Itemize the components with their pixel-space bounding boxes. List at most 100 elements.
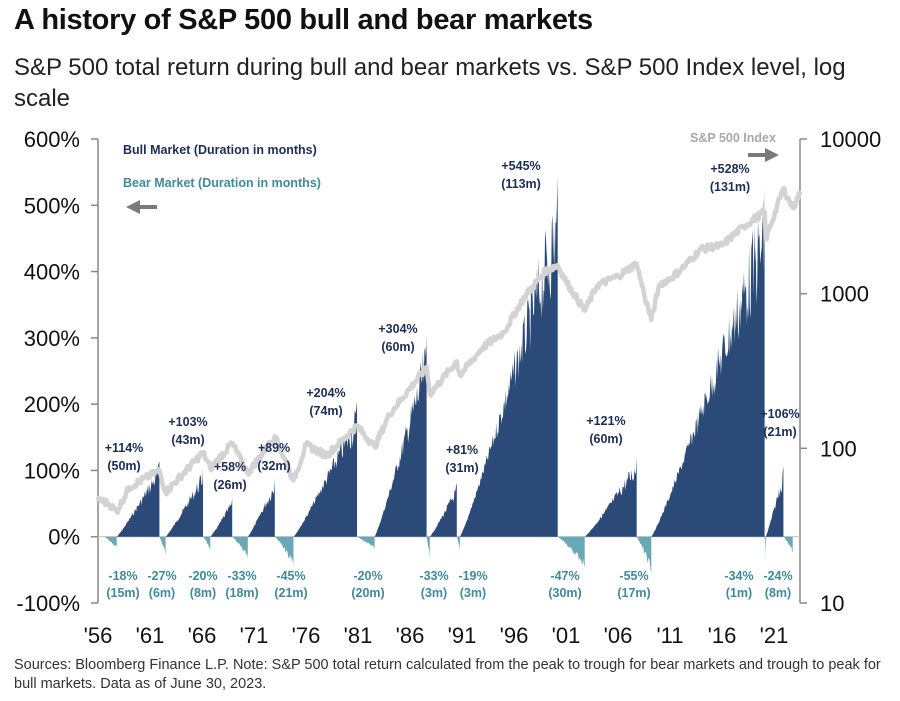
- bull-market-duration-label: (32m): [257, 459, 290, 473]
- right-y-tick-label: 1000: [820, 282, 869, 307]
- sp500-index-line: [95, 186, 803, 515]
- bull-market-return-label: +58%: [214, 460, 246, 474]
- left-y-tick-label: 400%: [24, 260, 80, 285]
- left-y-tick-label: 300%: [24, 326, 80, 351]
- bull-market-return-label: +545%: [501, 159, 540, 173]
- bear-market-return-label: -20%: [188, 569, 217, 583]
- bull-market-area: [765, 466, 784, 537]
- bull-market-return-label: +121%: [586, 414, 625, 428]
- bear-market-return-label: -33%: [227, 569, 256, 583]
- x-tick-label: '06: [604, 623, 633, 648]
- bear-market-duration-label: (15m): [106, 586, 139, 600]
- left-y-tick-label: 100%: [24, 458, 80, 483]
- bear-market-duration-label: (1m): [726, 586, 752, 600]
- bear-market-return-label: -19%: [458, 569, 487, 583]
- bear-market-duration-label: (3m): [421, 586, 447, 600]
- bear-market-duration-label: (8m): [765, 586, 791, 600]
- bull-market-area: [293, 401, 357, 537]
- bull-market-duration-label: (50m): [107, 459, 140, 473]
- bear-market-duration-label: (30m): [548, 586, 581, 600]
- source-note: Sources: Bloomberg Finance L.P. Note: S&…: [14, 657, 881, 692]
- x-tick-label: '71: [240, 623, 269, 648]
- x-tick-label: '01: [552, 623, 581, 648]
- left-axis-arrow-icon: [126, 200, 157, 214]
- left-y-tick-label: 200%: [24, 392, 80, 417]
- bull-market-duration-label: (43m): [171, 433, 204, 447]
- left-y-tick-label: 0%: [48, 525, 80, 550]
- bull-market-return-label: +528%: [710, 162, 749, 176]
- bull-market-area: [247, 477, 275, 537]
- bull-market-return-label: +106%: [760, 407, 799, 421]
- bear-market-return-label: -34%: [724, 569, 753, 583]
- legend-index-label: S&P 500 Index: [690, 131, 776, 145]
- bull-market-duration-label: (31m): [445, 461, 478, 475]
- bear-market-area: [232, 536, 248, 559]
- bear-market-return-label: -24%: [763, 569, 792, 583]
- x-tick-label: '11: [656, 623, 683, 648]
- x-tick-label: '61: [136, 623, 165, 648]
- chart-subtitle: S&P 500 total return during bull and bea…: [14, 54, 846, 112]
- bull-market-return-label: +304%: [378, 322, 417, 336]
- left-y-tick-label: -100%: [16, 591, 80, 616]
- bear-market-return-label: -55%: [619, 569, 648, 583]
- bull-market-return-label: +114%: [105, 441, 144, 455]
- bear-market-area: [456, 536, 460, 550]
- bear-market-area: [357, 536, 375, 550]
- x-tick-label: '56: [84, 623, 113, 648]
- legend-bear-label: Bear Market (Duration in months): [123, 176, 321, 190]
- x-tick-label: '81: [344, 623, 373, 648]
- bull-market-duration-label: (26m): [213, 478, 246, 492]
- bear-market-duration-label: (8m): [190, 586, 216, 600]
- bull-market-return-label: +81%: [446, 443, 478, 457]
- x-tick-label: '21: [760, 623, 789, 648]
- bull-market-duration-label: (113m): [501, 177, 541, 191]
- bear-market-return-label: -27%: [147, 569, 176, 583]
- bull-market-duration-label: (74m): [309, 404, 342, 418]
- x-tick-label: '16: [708, 623, 737, 648]
- bull-market-area: [165, 468, 203, 537]
- bear-market-return-label: -45%: [276, 569, 305, 583]
- bear-market-area: [764, 536, 766, 560]
- left-y-tick-label: 500%: [24, 193, 80, 218]
- x-tick-label: '66: [188, 623, 217, 648]
- left-y-tick-label: 600%: [24, 127, 80, 152]
- bear-market-area: [274, 536, 294, 567]
- bull-market-duration-label: (60m): [381, 340, 414, 354]
- bull-market-duration-label: (21m): [763, 425, 796, 439]
- bear-market-area: [636, 536, 652, 574]
- bull-market-area: [374, 335, 427, 537]
- bear-market-area: [426, 536, 430, 559]
- bear-market-area: [159, 536, 166, 555]
- x-tick-label: '91: [448, 623, 477, 648]
- bull-market-area: [116, 461, 160, 537]
- bear-market-duration-label: (20m): [351, 586, 384, 600]
- bear-market-area: [203, 536, 211, 550]
- bull-market-area: [429, 483, 457, 537]
- bull-market-area: [459, 175, 558, 537]
- right-y-tick-label: 100: [820, 436, 857, 461]
- bull-market-duration-label: (131m): [710, 180, 750, 194]
- x-tick-label: '86: [396, 623, 425, 648]
- right-axis-arrow-icon: [748, 148, 779, 162]
- legend-bull-label: Bull Market (Duration in months): [123, 143, 317, 157]
- bear-market-duration-label: (17m): [617, 586, 650, 600]
- bear-market-duration-label: (3m): [460, 586, 486, 600]
- chart-title: A history of S&P 500 bull and bear marke…: [14, 4, 593, 36]
- bear-market-area: [557, 536, 585, 568]
- bear-market-return-label: -33%: [419, 569, 448, 583]
- bear-market-duration-label: (6m): [149, 586, 175, 600]
- bull-market-area: [651, 186, 765, 537]
- bear-market-return-label: -20%: [353, 569, 382, 583]
- bear-market-return-label: -18%: [108, 569, 137, 583]
- bull-market-area: [210, 498, 233, 537]
- bull-market-area: [584, 456, 637, 537]
- bear-market-area: [783, 536, 793, 553]
- bear-market-duration-label: (21m): [274, 586, 307, 600]
- x-tick-label: '96: [500, 623, 529, 648]
- bull-bear-chart: -100% 0% 100% 200% 300% 400% 500% 600% 10 100 1000…: [16, 127, 881, 648]
- right-y-tick-label: 10: [820, 591, 844, 616]
- bear-market-area: [104, 536, 117, 549]
- bull-market-return-label: +103%: [168, 415, 207, 429]
- x-tick-label: '76: [292, 623, 321, 648]
- bull-market-duration-label: (60m): [589, 432, 622, 446]
